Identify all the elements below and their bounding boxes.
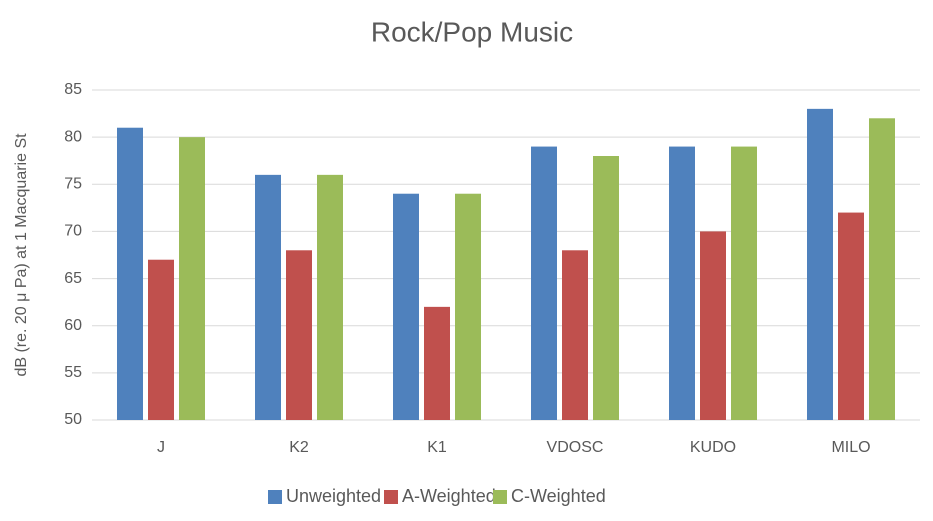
- bar: [255, 174, 281, 420]
- bar: [117, 127, 143, 420]
- bar: [455, 193, 481, 420]
- legend-label: Unweighted: [286, 486, 381, 506]
- legend-swatch: [493, 490, 507, 504]
- bar: [424, 306, 450, 420]
- y-tick-label: 65: [64, 270, 82, 287]
- bar: [286, 250, 312, 420]
- legend-swatch: [268, 490, 282, 504]
- y-tick-label: 75: [64, 176, 82, 193]
- x-tick-label: J: [157, 439, 165, 456]
- x-tick-label: VDOSC: [547, 439, 604, 456]
- bar: [731, 146, 757, 421]
- bar: [179, 137, 205, 420]
- bar: [838, 212, 864, 420]
- bar: [393, 193, 419, 420]
- legend-label: C-Weighted: [511, 486, 606, 506]
- bar: [669, 146, 695, 421]
- legend-label: A-Weighted: [402, 486, 496, 506]
- x-tick-label: K1: [427, 439, 447, 456]
- y-tick-label: 70: [64, 223, 82, 240]
- bar: [531, 146, 557, 421]
- y-tick-label: 85: [64, 81, 82, 98]
- bar: [807, 108, 833, 420]
- y-tick-label: 55: [64, 364, 82, 381]
- bar: [317, 174, 343, 420]
- bar: [593, 156, 619, 420]
- bar: [700, 231, 726, 420]
- y-axis-title: dB (re. 20 μ Pa) at 1 Macquarie St: [13, 133, 30, 377]
- bar: [148, 259, 174, 420]
- x-tick-label: MILO: [831, 439, 870, 456]
- y-tick-label: 50: [64, 411, 82, 428]
- legend-swatch: [384, 490, 398, 504]
- x-tick-label: KUDO: [690, 439, 736, 456]
- y-tick-label: 60: [64, 317, 82, 334]
- y-tick-label: 80: [64, 128, 82, 145]
- bar: [562, 250, 588, 420]
- chart-title: Rock/Pop Music: [371, 16, 573, 47]
- bar: [869, 118, 895, 421]
- x-tick-label: K2: [289, 439, 309, 456]
